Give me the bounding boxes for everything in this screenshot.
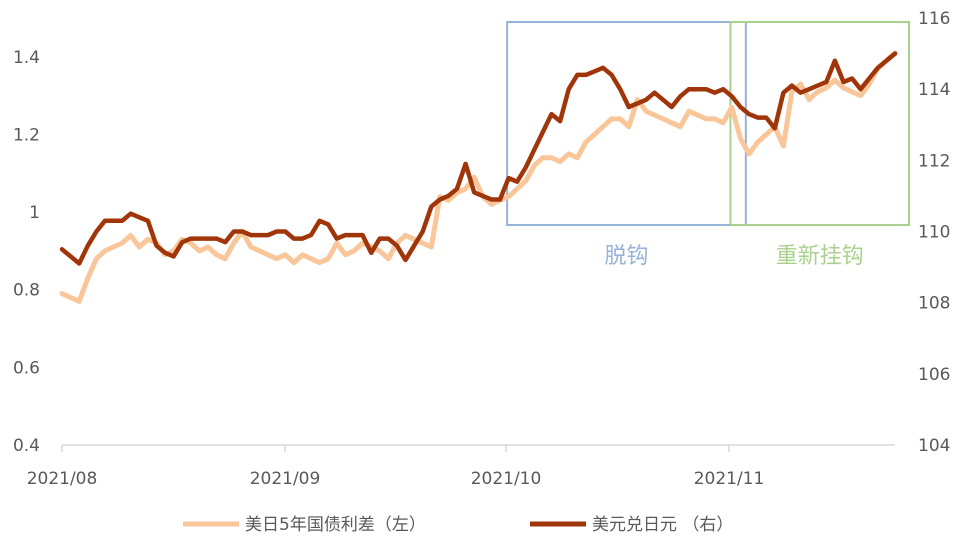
x-tick-label: 2021/10: [471, 469, 542, 489]
annotation-box-0: [506, 21, 747, 226]
axes: [61, 444, 895, 452]
y-left-tick-label: 0.4: [13, 436, 40, 456]
legend-label-1: 美元兑日元 （右）: [592, 515, 733, 535]
y-left-tick-label: 1.2: [13, 125, 40, 145]
y-left-tick-label: 0.6: [13, 358, 40, 378]
annotation-label-0: 脱钩: [604, 244, 648, 269]
y-left-tick-label: 1: [29, 203, 40, 223]
y-left-tick-label: 1.4: [13, 48, 40, 68]
legend: 美日5年国债利差（左） 美元兑日元 （右）: [183, 515, 733, 535]
tick-labels: 0.4 0.6 0.8 1 1.2 1.4 104 106 108 110 112 114 116 202…: [13, 9, 951, 489]
series-lines: [59, 50, 898, 304]
y-right-tick-label: 106: [918, 365, 950, 385]
annotation-boxes: [506, 21, 910, 226]
series-line-0: [59, 50, 898, 304]
y-right-tick-label: 116: [918, 9, 950, 29]
y-right-tick-label: 110: [918, 223, 950, 243]
x-tick-label: 2021/08: [27, 469, 98, 489]
y-right-tick-label: 114: [918, 80, 950, 100]
annotation-labels: 脱钩 重新挂钩: [604, 244, 863, 269]
annotation-box-1: [729, 21, 910, 226]
series-line-1: [59, 51, 898, 266]
y-right-tick-label: 112: [918, 151, 950, 171]
y-right-tick-label: 108: [918, 294, 950, 314]
annotation-label-1: 重新挂钩: [776, 244, 864, 269]
y-right-tick-label: 104: [918, 436, 950, 456]
x-tick-label: 2021/11: [694, 469, 765, 489]
y-left-tick-label: 0.8: [13, 281, 40, 301]
legend-label-0: 美日5年国债利差（左）: [245, 515, 426, 535]
x-tick-label: 2021/09: [250, 469, 321, 489]
